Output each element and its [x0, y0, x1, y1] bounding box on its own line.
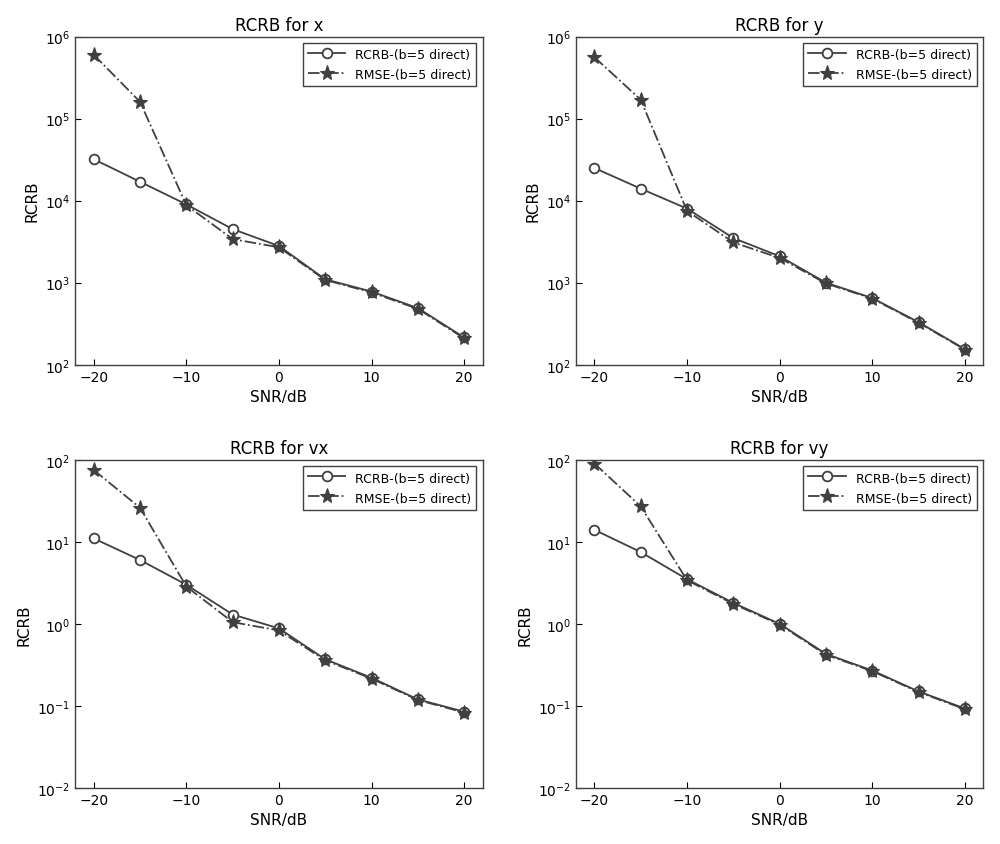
Line: RMSE-(b=5 direct): RMSE-(b=5 direct)	[587, 51, 972, 358]
RMSE-(b=5 direct)	[681, 207, 693, 217]
RMSE-(b=5 direct)	[635, 502, 647, 512]
RCRB-(b=5 direct)	[227, 225, 239, 235]
RCRB-(b=5 direct)	[319, 275, 331, 285]
RMSE-(b=5 direct)	[820, 650, 832, 660]
RCRB-(b=5 direct)	[727, 234, 739, 244]
RCRB-(b=5 direct)	[774, 619, 786, 629]
Line: RCRB-(b=5 direct): RCRB-(b=5 direct)	[590, 164, 970, 354]
RMSE-(b=5 direct)	[134, 503, 146, 513]
RMSE-(b=5 direct)	[774, 619, 786, 630]
Y-axis label: RCRB: RCRB	[525, 181, 540, 222]
RMSE-(b=5 direct)	[588, 459, 600, 469]
RCRB-(b=5 direct)	[88, 533, 100, 544]
Y-axis label: RCRB: RCRB	[24, 181, 39, 222]
Y-axis label: RCRB: RCRB	[517, 603, 532, 645]
RCRB-(b=5 direct)	[959, 344, 971, 354]
Legend: RCRB-(b=5 direct), RMSE-(b=5 direct): RCRB-(b=5 direct), RMSE-(b=5 direct)	[303, 44, 476, 87]
Line: RMSE-(b=5 direct): RMSE-(b=5 direct)	[587, 457, 972, 717]
RCRB-(b=5 direct)	[134, 177, 146, 187]
Line: RCRB-(b=5 direct): RCRB-(b=5 direct)	[89, 155, 469, 343]
RCRB-(b=5 direct)	[227, 609, 239, 619]
RMSE-(b=5 direct)	[866, 666, 878, 676]
RMSE-(b=5 direct)	[319, 275, 331, 285]
RMSE-(b=5 direct)	[681, 576, 693, 586]
RMSE-(b=5 direct)	[180, 582, 192, 592]
RMSE-(b=5 direct)	[727, 238, 739, 248]
RCRB-(b=5 direct)	[635, 184, 647, 194]
RMSE-(b=5 direct)	[366, 674, 378, 684]
RMSE-(b=5 direct)	[227, 235, 239, 245]
RMSE-(b=5 direct)	[959, 705, 971, 715]
RCRB-(b=5 direct)	[913, 686, 925, 696]
Title: RCRB for vy: RCRB for vy	[730, 440, 829, 457]
RMSE-(b=5 direct)	[727, 599, 739, 609]
RMSE-(b=5 direct)	[458, 707, 470, 717]
RMSE-(b=5 direct)	[319, 656, 331, 666]
RMSE-(b=5 direct)	[227, 617, 239, 627]
RMSE-(b=5 direct)	[180, 201, 192, 211]
RCRB-(b=5 direct)	[458, 706, 470, 717]
RCRB-(b=5 direct)	[727, 598, 739, 609]
RMSE-(b=5 direct)	[88, 51, 100, 61]
RCRB-(b=5 direct)	[820, 279, 832, 289]
RCRB-(b=5 direct)	[88, 155, 100, 165]
RCRB-(b=5 direct)	[412, 695, 424, 705]
RMSE-(b=5 direct)	[366, 288, 378, 298]
RMSE-(b=5 direct)	[412, 695, 424, 706]
Legend: RCRB-(b=5 direct), RMSE-(b=5 direct): RCRB-(b=5 direct), RMSE-(b=5 direct)	[803, 44, 977, 87]
Line: RCRB-(b=5 direct): RCRB-(b=5 direct)	[89, 534, 469, 717]
RMSE-(b=5 direct)	[458, 334, 470, 344]
RMSE-(b=5 direct)	[273, 243, 285, 253]
RCRB-(b=5 direct)	[588, 525, 600, 535]
RCRB-(b=5 direct)	[134, 555, 146, 565]
RMSE-(b=5 direct)	[88, 465, 100, 475]
RCRB-(b=5 direct)	[913, 317, 925, 327]
RCRB-(b=5 direct)	[866, 666, 878, 676]
RCRB-(b=5 direct)	[820, 649, 832, 659]
Title: RCRB for y: RCRB for y	[735, 17, 824, 35]
RMSE-(b=5 direct)	[273, 625, 285, 636]
RMSE-(b=5 direct)	[635, 95, 647, 106]
RMSE-(b=5 direct)	[959, 345, 971, 355]
RMSE-(b=5 direct)	[774, 254, 786, 264]
RCRB-(b=5 direct)	[458, 333, 470, 344]
RMSE-(b=5 direct)	[913, 318, 925, 328]
RMSE-(b=5 direct)	[913, 687, 925, 697]
Legend: RCRB-(b=5 direct), RMSE-(b=5 direct): RCRB-(b=5 direct), RMSE-(b=5 direct)	[803, 467, 977, 510]
Line: RMSE-(b=5 direct): RMSE-(b=5 direct)	[86, 48, 472, 347]
RCRB-(b=5 direct)	[366, 673, 378, 683]
RCRB-(b=5 direct)	[412, 304, 424, 314]
RCRB-(b=5 direct)	[681, 204, 693, 214]
RCRB-(b=5 direct)	[866, 294, 878, 304]
RCRB-(b=5 direct)	[319, 654, 331, 664]
RCRB-(b=5 direct)	[681, 575, 693, 585]
Line: RMSE-(b=5 direct): RMSE-(b=5 direct)	[86, 463, 472, 720]
RCRB-(b=5 direct)	[959, 704, 971, 714]
Title: RCRB for x: RCRB for x	[235, 17, 323, 35]
Y-axis label: RCRB: RCRB	[17, 603, 32, 645]
RCRB-(b=5 direct)	[774, 252, 786, 262]
Legend: RCRB-(b=5 direct), RMSE-(b=5 direct): RCRB-(b=5 direct), RMSE-(b=5 direct)	[303, 467, 476, 510]
RCRB-(b=5 direct)	[273, 241, 285, 252]
X-axis label: SNR/dB: SNR/dB	[751, 390, 808, 404]
RCRB-(b=5 direct)	[273, 624, 285, 634]
RCRB-(b=5 direct)	[635, 548, 647, 558]
X-axis label: SNR/dB: SNR/dB	[250, 813, 308, 827]
RCRB-(b=5 direct)	[180, 200, 192, 210]
RCRB-(b=5 direct)	[180, 580, 192, 590]
Title: RCRB for vx: RCRB for vx	[230, 440, 328, 457]
RCRB-(b=5 direct)	[588, 164, 600, 174]
X-axis label: SNR/dB: SNR/dB	[751, 813, 808, 827]
RMSE-(b=5 direct)	[820, 279, 832, 289]
RMSE-(b=5 direct)	[412, 305, 424, 315]
RCRB-(b=5 direct)	[366, 287, 378, 297]
RMSE-(b=5 direct)	[866, 295, 878, 305]
RMSE-(b=5 direct)	[588, 53, 600, 63]
RMSE-(b=5 direct)	[134, 98, 146, 108]
Line: RCRB-(b=5 direct): RCRB-(b=5 direct)	[590, 525, 970, 713]
X-axis label: SNR/dB: SNR/dB	[250, 390, 308, 404]
